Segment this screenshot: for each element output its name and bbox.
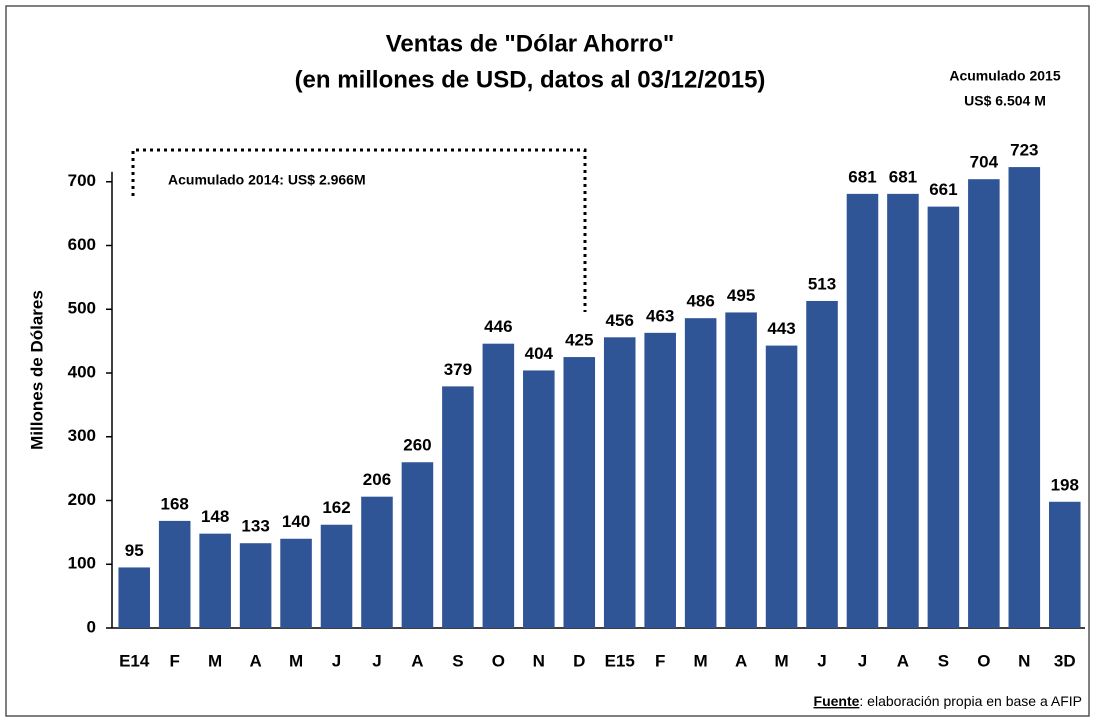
y-axis-title: Millones de Dólares (27, 290, 46, 450)
value-label: 404 (525, 344, 554, 363)
y-tick-label: 0 (87, 617, 96, 636)
bar (199, 533, 231, 628)
source-label: Fuente (814, 693, 860, 709)
value-label: 133 (241, 517, 269, 536)
value-label: 513 (808, 274, 836, 293)
value-label: 168 (161, 494, 189, 513)
chart-border (5, 5, 1090, 717)
bar (320, 524, 353, 628)
value-label: 443 (767, 319, 795, 338)
source-text: : elaboración propia en base a AFIP (859, 693, 1082, 709)
x-tick-label: J (372, 651, 381, 670)
annotation: US$ 6.504 M (964, 93, 1046, 109)
bar (887, 193, 919, 629)
value-label: 260 (403, 436, 431, 455)
y-tick-label: 100 (68, 554, 96, 573)
value-label: 463 (646, 306, 674, 325)
value-label: 425 (565, 331, 593, 350)
bar (523, 370, 555, 628)
bar (806, 300, 838, 628)
y-tick-label: 600 (68, 235, 96, 254)
value-label: 723 (1010, 141, 1038, 160)
annotation: Acumulado 2015 (949, 68, 1060, 84)
value-label: 456 (606, 311, 634, 330)
x-tick-label: J (858, 651, 867, 670)
y-tick-label: 200 (68, 490, 96, 509)
bar (442, 386, 474, 628)
x-tick-label: M (289, 651, 303, 670)
x-tick-label: O (977, 651, 990, 670)
x-tick-label: A (735, 651, 747, 670)
x-tick-label: A (411, 651, 423, 670)
bar (725, 312, 757, 628)
x-tick-label: E15 (605, 651, 635, 670)
x-tick-label: S (452, 651, 463, 670)
bar (927, 206, 960, 629)
bar (644, 332, 676, 628)
value-label: 704 (970, 153, 999, 172)
bar (1008, 167, 1041, 628)
bar (239, 543, 272, 628)
value-label: 486 (686, 292, 714, 311)
chart-subtitle: (en millones de USD, datos al 03/12/2015… (295, 66, 766, 93)
value-label: 140 (282, 512, 310, 531)
x-tick-label: J (332, 651, 341, 670)
value-label: 95 (125, 541, 144, 560)
bar (563, 357, 596, 628)
y-tick-label: 300 (68, 426, 96, 445)
x-tick-label: S (938, 651, 949, 670)
y-tick-label: 400 (68, 362, 96, 381)
value-label: 661 (929, 180, 957, 199)
x-tick-label: M (208, 651, 222, 670)
x-tick-label: N (533, 651, 545, 670)
bar (361, 496, 393, 628)
bar (158, 520, 191, 628)
y-tick-label: 700 (68, 171, 96, 190)
chart-title: Ventas de "Dólar Ahorro" (386, 30, 675, 57)
bar (765, 345, 798, 628)
value-label: 198 (1051, 475, 1079, 494)
value-label: 446 (484, 317, 512, 336)
y-tick-label: 500 (68, 299, 96, 318)
value-label: 206 (363, 470, 391, 489)
value-label: 495 (727, 286, 755, 305)
bar (684, 318, 717, 628)
bar (280, 538, 312, 628)
x-tick-label: D (573, 651, 585, 670)
x-tick-label: N (1018, 651, 1030, 670)
bracket-2014 (131, 148, 587, 312)
value-label: 162 (322, 498, 350, 517)
x-tick-label: 3D (1054, 651, 1076, 670)
bar (401, 462, 434, 628)
annotation: Acumulado 2014: US$ 2.966M (168, 172, 366, 188)
x-tick-label: F (169, 651, 179, 670)
value-label: 379 (444, 360, 472, 379)
x-tick-label: E14 (119, 651, 150, 670)
bar (846, 193, 879, 629)
x-tick-label: F (655, 651, 665, 670)
bar (118, 567, 151, 628)
x-tick-label: M (694, 651, 708, 670)
bar (1048, 501, 1081, 628)
value-label: 681 (848, 167, 876, 186)
source: Fuente: elaboración propia en base a AFI… (814, 693, 1082, 709)
x-tick-label: M (774, 651, 788, 670)
value-label: 148 (201, 507, 229, 526)
x-tick-label: A (249, 651, 261, 670)
bar (482, 343, 515, 628)
value-label: 681 (889, 167, 917, 186)
bar (603, 337, 636, 628)
x-tick-label: J (817, 651, 826, 670)
x-tick-label: A (897, 651, 909, 670)
bar (968, 179, 1000, 628)
x-tick-label: O (492, 651, 505, 670)
